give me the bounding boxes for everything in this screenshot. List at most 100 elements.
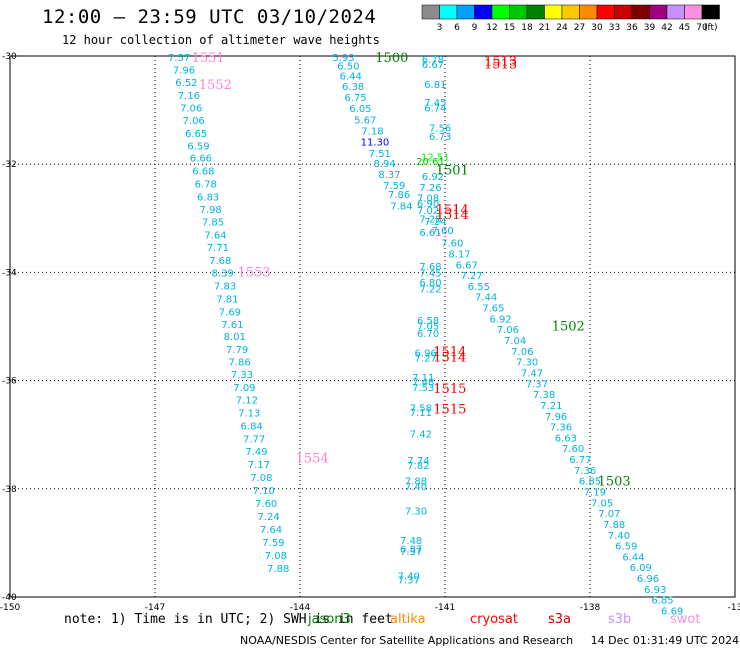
wave-height-value: 6.74 [424,103,446,114]
wave-height-value: 5.93 [332,53,354,64]
pass-number-label: 1514 [436,208,469,223]
legend-swatch [509,4,528,20]
legend-swatch [701,4,720,20]
legend-swatch [579,4,598,20]
wave-height-value: 6.66 [190,154,212,165]
wave-height-value: 6.96 [415,348,437,359]
wave-height-value: 7.65 [482,304,504,315]
wave-height-value: 6.77 [569,455,591,466]
pass-number-label: 1554 [296,451,329,466]
wave-height-value: 6.85 [579,477,601,488]
legend-tick-label: 9 [472,23,478,33]
wave-height-value: 8.17 [448,249,470,260]
wave-height-value: 7.37 [400,547,422,558]
legend-tick-label: 6 [454,23,460,33]
wave-height-value: 7.13 [238,409,260,420]
pass-number-label: 1514 [433,345,466,360]
wave-height-value: 7.74 [407,456,429,467]
wave-height-value: 7.96 [173,66,195,77]
wave-height-value: 6.78 [422,55,444,66]
legend-tick-label: 18 [521,23,533,33]
legend-swatch [439,4,458,20]
wave-height-value: 7.06 [183,116,205,127]
wave-height-value: 7.57 [168,53,190,64]
wave-height-value: 7.36 [574,466,596,477]
wave-height-value: 6.92 [422,172,444,183]
wave-height-value: 6.69 [661,607,683,618]
y-tick-label: -32 [2,160,17,170]
legend-swatch [561,4,580,20]
wave-height-value: 7.59 [383,181,405,192]
wave-height-value: 7.07 [598,509,620,520]
wave-height-value: 6.59 [187,141,209,152]
wave-height-value: 7.98 [199,205,221,216]
y-tick-label: -38 [2,485,17,495]
satellite-label-jason3: jason3 [308,612,351,627]
wave-height-value: 7.38 [533,390,555,401]
wave-height-value: 7.42 [410,430,432,441]
wave-height-value: 7.05 [417,321,439,332]
wave-height-value: 6.67 [456,260,478,271]
legend-tick-label: 33 [609,23,620,33]
wave-height-value: 6.67 [422,60,444,71]
wave-height-value: 7.18 [361,127,383,138]
x-tick-label: -147 [145,603,165,613]
wave-height-value: 6.50 [337,62,359,73]
wave-height-value: 6.44 [340,71,362,82]
legend-swatch [474,4,493,20]
wave-height-value: 6.93 [644,585,666,596]
wave-height-value: 7.81 [216,294,238,305]
wave-height-value: 7.40 [405,482,427,493]
wave-height-value: 7.79 [226,345,248,356]
wave-height-value: 6.87 [400,544,422,555]
wave-height-value: 7.08 [417,194,439,205]
legend-tick-label: 42 [661,23,672,33]
legend-tick-label: 36 [626,23,638,33]
wave-height-value: 6.55 [468,282,490,293]
wave-height-value: 7.21 [540,401,562,412]
legend-tick-label: 45 [679,23,690,33]
wave-height-value: 7.16 [178,91,200,102]
credit-text: NOAA/NESDIS Center for Satellite Applica… [240,634,740,647]
wave-height-value: 7.12 [236,396,258,407]
wave-height-value: 7.64 [204,231,226,242]
wave-height-value: 7.08 [265,551,287,562]
y-tick-label: -34 [2,268,17,278]
wave-height-value: 7.60 [562,444,584,455]
wave-height-value: 6.65 [185,129,207,140]
pass-number-label: 1553 [238,265,271,280]
satellite-label-s3b: s3b [608,612,632,627]
wave-height-value: 7.47 [521,368,543,379]
wave-height-value: 7.10 [253,486,275,497]
wave-height-value: 7.05 [591,498,613,509]
satellite-label-altika: altika [390,612,426,627]
x-tick-label: -144 [290,603,311,613]
wave-height-value: 7.58 [410,404,432,415]
legend-tick-label: 70 [696,23,708,33]
satellite-label-swot: swot [670,612,701,627]
x-tick-label: -141 [435,603,455,613]
wave-height-value: 7.22 [419,285,441,296]
pass-number-label: 1501 [436,164,469,179]
wave-height-value: 6.90 [417,199,439,210]
legend-tick-label: 30 [591,23,603,33]
wave-height-value: 7.71 [207,243,229,254]
wave-height-value: 7.06 [511,347,533,358]
wave-height-value: 7.60 [255,499,277,510]
wave-height-value: 7.11 [410,408,432,419]
wave-height-value: 7.56 [429,123,451,134]
wave-height-value: 7.61 [221,320,243,331]
wave-height-value: 6.61 [419,228,441,239]
legend-tick-label: 24 [556,23,568,33]
wave-height-value: 20.61 [416,157,445,168]
pass-number-label: 1513 [484,54,517,69]
wave-height-value: 6.85 [651,596,673,607]
wave-height-value: 6.96 [637,574,659,585]
legend-swatch [544,4,563,20]
pass-number-label: 1514 [436,203,469,218]
legend-tick-label: 15 [504,23,515,33]
plot-frame [9,55,736,598]
wave-height-value: 7.45 [419,268,441,279]
legend-swatch [649,4,668,20]
wave-height-value: 7.17 [248,460,270,471]
